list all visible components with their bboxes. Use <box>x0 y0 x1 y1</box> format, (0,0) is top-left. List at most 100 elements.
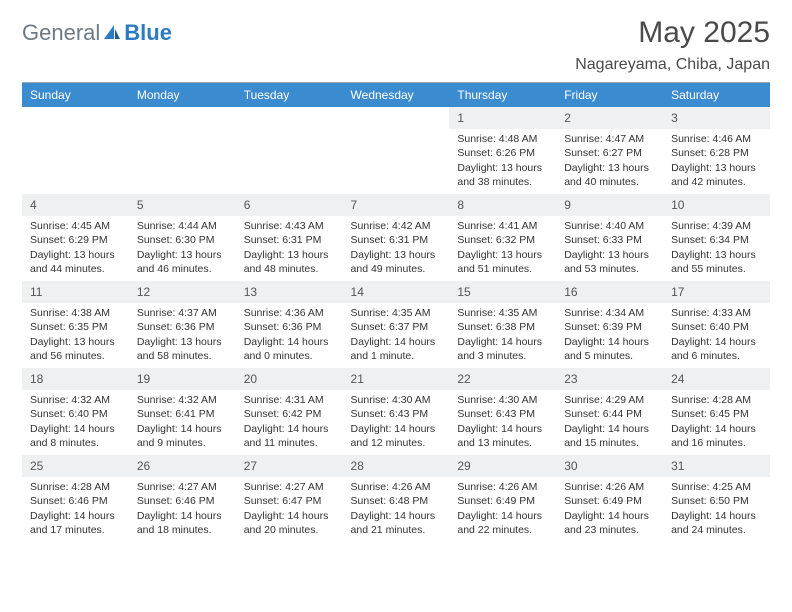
calendar-day-cell: 24Sunrise: 4:28 AMSunset: 6:45 PMDayligh… <box>663 368 770 455</box>
sunrise-line: Sunrise: 4:27 AM <box>244 480 335 494</box>
day-number: 4 <box>22 194 129 216</box>
calendar-day-cell: 3Sunrise: 4:46 AMSunset: 6:28 PMDaylight… <box>663 107 770 194</box>
calendar-day-cell: 18Sunrise: 4:32 AMSunset: 6:40 PMDayligh… <box>22 368 129 455</box>
calendar-day-cell: 14Sunrise: 4:35 AMSunset: 6:37 PMDayligh… <box>343 281 450 368</box>
sunset-line: Sunset: 6:31 PM <box>351 233 442 247</box>
sunset-line: Sunset: 6:27 PM <box>564 146 655 160</box>
day-number: 29 <box>449 455 556 477</box>
day-details: Sunrise: 4:45 AMSunset: 6:29 PMDaylight:… <box>22 216 129 280</box>
day-number: 17 <box>663 281 770 303</box>
day-details: Sunrise: 4:43 AMSunset: 6:31 PMDaylight:… <box>236 216 343 280</box>
daylight-line: Daylight: 13 hours and 42 minutes. <box>671 161 762 189</box>
day-details: Sunrise: 4:42 AMSunset: 6:31 PMDaylight:… <box>343 216 450 280</box>
sunset-line: Sunset: 6:31 PM <box>244 233 335 247</box>
sunset-line: Sunset: 6:33 PM <box>564 233 655 247</box>
day-details: Sunrise: 4:28 AMSunset: 6:46 PMDaylight:… <box>22 477 129 541</box>
daylight-line: Daylight: 14 hours and 16 minutes. <box>671 422 762 450</box>
daylight-line: Daylight: 13 hours and 58 minutes. <box>137 335 228 363</box>
calendar-day-cell: 30Sunrise: 4:26 AMSunset: 6:49 PMDayligh… <box>556 455 663 542</box>
calendar-week-row: ........1Sunrise: 4:48 AMSunset: 6:26 PM… <box>22 107 770 194</box>
day-details: Sunrise: 4:48 AMSunset: 6:26 PMDaylight:… <box>449 129 556 193</box>
weekday-header: Tuesday <box>236 83 343 107</box>
day-details: Sunrise: 4:32 AMSunset: 6:41 PMDaylight:… <box>129 390 236 454</box>
sunset-line: Sunset: 6:40 PM <box>671 320 762 334</box>
sunrise-line: Sunrise: 4:32 AM <box>30 393 121 407</box>
day-number: 28 <box>343 455 450 477</box>
day-details: Sunrise: 4:35 AMSunset: 6:38 PMDaylight:… <box>449 303 556 367</box>
daylight-line: Daylight: 13 hours and 38 minutes. <box>457 161 548 189</box>
daylight-line: Daylight: 14 hours and 9 minutes. <box>137 422 228 450</box>
calendar-day-cell: .. <box>22 107 129 194</box>
sunset-line: Sunset: 6:44 PM <box>564 407 655 421</box>
daylight-line: Daylight: 13 hours and 49 minutes. <box>351 248 442 276</box>
sunset-line: Sunset: 6:40 PM <box>30 407 121 421</box>
month-title: May 2025 <box>575 16 770 50</box>
day-number: 20 <box>236 368 343 390</box>
sunrise-line: Sunrise: 4:26 AM <box>351 480 442 494</box>
sunset-line: Sunset: 6:26 PM <box>457 146 548 160</box>
sunset-line: Sunset: 6:39 PM <box>564 320 655 334</box>
sunrise-line: Sunrise: 4:33 AM <box>671 306 762 320</box>
weekday-header: Saturday <box>663 83 770 107</box>
calendar-day-cell: 16Sunrise: 4:34 AMSunset: 6:39 PMDayligh… <box>556 281 663 368</box>
daylight-line: Daylight: 13 hours and 48 minutes. <box>244 248 335 276</box>
sunset-line: Sunset: 6:47 PM <box>244 494 335 508</box>
sunrise-line: Sunrise: 4:40 AM <box>564 219 655 233</box>
day-number: 2 <box>556 107 663 129</box>
sunset-line: Sunset: 6:38 PM <box>457 320 548 334</box>
daylight-line: Daylight: 14 hours and 21 minutes. <box>351 509 442 537</box>
day-number: 16 <box>556 281 663 303</box>
sunrise-line: Sunrise: 4:41 AM <box>457 219 548 233</box>
day-details: Sunrise: 4:36 AMSunset: 6:36 PMDaylight:… <box>236 303 343 367</box>
sunset-line: Sunset: 6:41 PM <box>137 407 228 421</box>
title-block: May 2025 Nagareyama, Chiba, Japan <box>575 16 770 74</box>
calendar-table: Sunday Monday Tuesday Wednesday Thursday… <box>22 83 770 542</box>
day-details: Sunrise: 4:30 AMSunset: 6:43 PMDaylight:… <box>449 390 556 454</box>
sunset-line: Sunset: 6:49 PM <box>564 494 655 508</box>
calendar-day-cell: 13Sunrise: 4:36 AMSunset: 6:36 PMDayligh… <box>236 281 343 368</box>
daylight-line: Daylight: 13 hours and 53 minutes. <box>564 248 655 276</box>
calendar-day-cell: 20Sunrise: 4:31 AMSunset: 6:42 PMDayligh… <box>236 368 343 455</box>
calendar-day-cell: 12Sunrise: 4:37 AMSunset: 6:36 PMDayligh… <box>129 281 236 368</box>
day-details: Sunrise: 4:30 AMSunset: 6:43 PMDaylight:… <box>343 390 450 454</box>
weekday-row: Sunday Monday Tuesday Wednesday Thursday… <box>22 83 770 107</box>
sunrise-line: Sunrise: 4:38 AM <box>30 306 121 320</box>
calendar-day-cell: 7Sunrise: 4:42 AMSunset: 6:31 PMDaylight… <box>343 194 450 281</box>
day-number: 7 <box>343 194 450 216</box>
daylight-line: Daylight: 13 hours and 51 minutes. <box>457 248 548 276</box>
daylight-line: Daylight: 14 hours and 18 minutes. <box>137 509 228 537</box>
logo-sail-icon <box>102 23 122 43</box>
daylight-line: Daylight: 14 hours and 22 minutes. <box>457 509 548 537</box>
calendar-day-cell: 2Sunrise: 4:47 AMSunset: 6:27 PMDaylight… <box>556 107 663 194</box>
calendar-day-cell: .. <box>129 107 236 194</box>
day-number: 19 <box>129 368 236 390</box>
sunset-line: Sunset: 6:29 PM <box>30 233 121 247</box>
sunrise-line: Sunrise: 4:28 AM <box>30 480 121 494</box>
calendar-day-cell: 6Sunrise: 4:43 AMSunset: 6:31 PMDaylight… <box>236 194 343 281</box>
day-details: Sunrise: 4:34 AMSunset: 6:39 PMDaylight:… <box>556 303 663 367</box>
day-details: Sunrise: 4:29 AMSunset: 6:44 PMDaylight:… <box>556 390 663 454</box>
calendar-week-row: 11Sunrise: 4:38 AMSunset: 6:35 PMDayligh… <box>22 281 770 368</box>
sunset-line: Sunset: 6:46 PM <box>30 494 121 508</box>
calendar-day-cell: .. <box>236 107 343 194</box>
sunset-line: Sunset: 6:37 PM <box>351 320 442 334</box>
sunrise-line: Sunrise: 4:30 AM <box>457 393 548 407</box>
calendar-day-cell: 29Sunrise: 4:26 AMSunset: 6:49 PMDayligh… <box>449 455 556 542</box>
sunrise-line: Sunrise: 4:39 AM <box>671 219 762 233</box>
sunrise-line: Sunrise: 4:42 AM <box>351 219 442 233</box>
day-number: 11 <box>22 281 129 303</box>
sunset-line: Sunset: 6:48 PM <box>351 494 442 508</box>
calendar-day-cell: 5Sunrise: 4:44 AMSunset: 6:30 PMDaylight… <box>129 194 236 281</box>
sunset-line: Sunset: 6:34 PM <box>671 233 762 247</box>
day-details: Sunrise: 4:28 AMSunset: 6:45 PMDaylight:… <box>663 390 770 454</box>
calendar-day-cell: .. <box>343 107 450 194</box>
daylight-line: Daylight: 14 hours and 15 minutes. <box>564 422 655 450</box>
sunrise-line: Sunrise: 4:47 AM <box>564 132 655 146</box>
day-number: 23 <box>556 368 663 390</box>
weekday-header: Wednesday <box>343 83 450 107</box>
calendar-day-cell: 9Sunrise: 4:40 AMSunset: 6:33 PMDaylight… <box>556 194 663 281</box>
weekday-header: Sunday <box>22 83 129 107</box>
sunset-line: Sunset: 6:42 PM <box>244 407 335 421</box>
daylight-line: Daylight: 13 hours and 56 minutes. <box>30 335 121 363</box>
day-number: 13 <box>236 281 343 303</box>
